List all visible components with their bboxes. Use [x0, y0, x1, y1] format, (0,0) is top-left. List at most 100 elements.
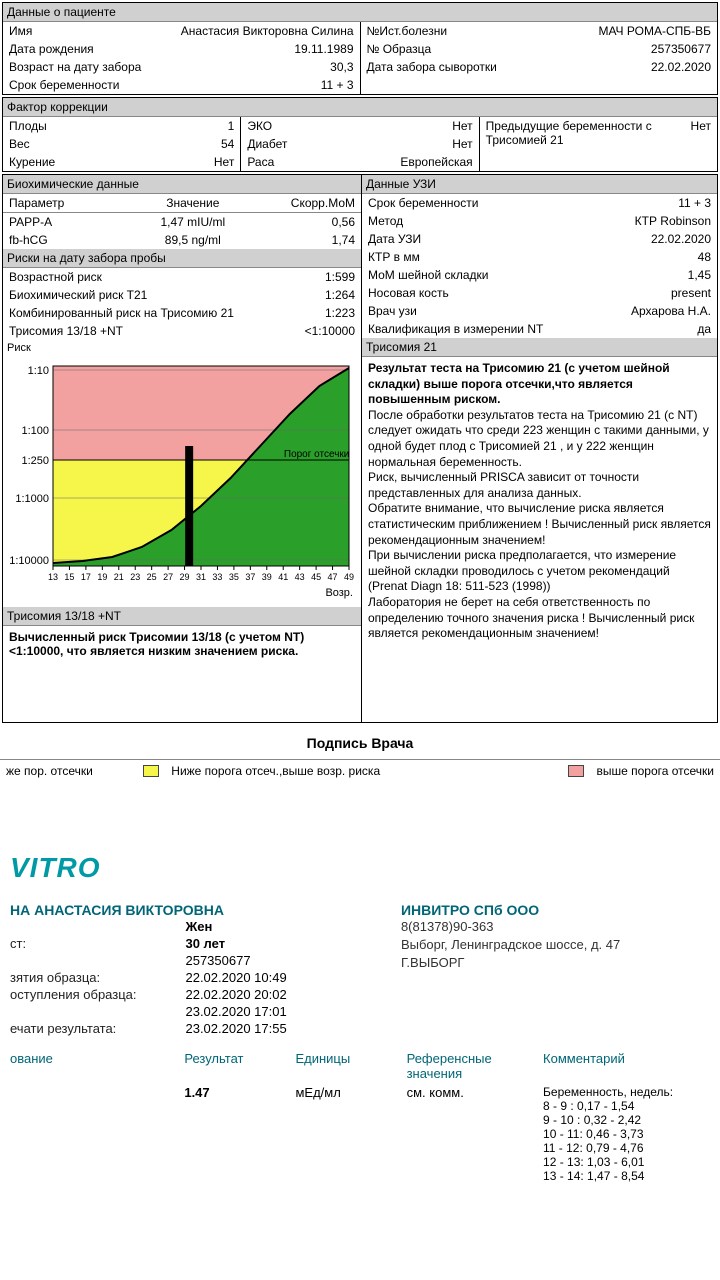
- svg-text:31: 31: [196, 572, 206, 582]
- svg-text:21: 21: [114, 572, 124, 582]
- weight-value: 54: [221, 137, 234, 151]
- biochem-row: PAPP-A1,47 mIU/ml0,56: [3, 213, 361, 231]
- k: Срок беременности: [368, 196, 678, 210]
- v: 1:264: [325, 288, 355, 302]
- svg-text:27: 27: [163, 572, 173, 582]
- v: 22.02.2020: [651, 232, 711, 246]
- risk-row: Комбинированный риск на Трисомию 211:223: [3, 304, 361, 322]
- tris21-p5: Лаборатория не берет на себя ответственн…: [368, 595, 711, 642]
- legend-mid: Ниже порога отсеч.,выше возр. риска: [171, 764, 380, 778]
- age-label: Возраст на дату забора: [9, 60, 330, 74]
- uzi-row: Врач узиАрхарова Н.А.: [362, 302, 717, 320]
- svg-text:1:100: 1:100: [21, 425, 49, 437]
- tris21-p2: Риск, вычисленный PRISCA зависит от точн…: [368, 470, 711, 501]
- v: <1:10000: [305, 324, 355, 338]
- tris21-p1: После обработки результатов теста на Три…: [368, 408, 711, 470]
- svg-text:1:250: 1:250: [21, 455, 49, 467]
- risk-row: Биохимический риск Т211:264: [3, 286, 361, 304]
- v: 1,47 mIU/ml: [139, 215, 247, 229]
- svg-text:17: 17: [81, 572, 91, 582]
- res-unit: мЕд/мл: [295, 1085, 396, 1100]
- fetus-value: 1: [228, 119, 235, 133]
- inv-table-head: ование Результат Единицы Референсные зна…: [10, 1051, 720, 1081]
- v: 89,5 ng/ml: [139, 233, 247, 247]
- left-col: Биохимические данные Параметр Значение С…: [3, 175, 362, 722]
- risk-row: Возрастной риск1:599: [3, 268, 361, 286]
- ik: [10, 953, 185, 968]
- mid-panel: Биохимические данные Параметр Значение С…: [2, 174, 718, 723]
- iv: 22.02.2020 10:49: [185, 970, 360, 985]
- uzi-header: Данные УЗИ: [362, 175, 717, 194]
- svg-text:1:1000: 1:1000: [15, 493, 49, 505]
- iv: 22.02.2020 20:02: [185, 987, 360, 1002]
- iv: 30 лет: [185, 936, 360, 951]
- prev-label: Предыдущие беременности с Трисомией 21: [486, 119, 691, 147]
- legend-above: выше порога отсечки: [596, 764, 714, 778]
- uzi-row: Дата УЗИ22.02.2020: [362, 230, 717, 248]
- th3: Референсные значения: [407, 1051, 533, 1081]
- svg-text:35: 35: [229, 572, 239, 582]
- k: Возрастной риск: [9, 270, 102, 284]
- ik: оступления образца:: [10, 987, 185, 1002]
- svg-text:41: 41: [278, 572, 288, 582]
- iv: 23.02.2020 17:55: [185, 1021, 360, 1036]
- sampleno-value: 257350677: [651, 42, 711, 56]
- k: МоМ шейной складки: [368, 268, 688, 282]
- hist-value: МАЧ РОМА-СПБ-ВБ: [598, 24, 711, 38]
- invitro-block: VITRO НА АНАСТАСИЯ ВИКТОРОВНА Женст:30 л…: [0, 842, 720, 1183]
- res-comment: Беременность, недель: 8 - 9 : 0,17 - 1,5…: [543, 1085, 720, 1183]
- k: Дата УЗИ: [368, 232, 651, 246]
- diabetes-label: Диабет: [247, 137, 452, 151]
- serum-label: Дата забора сыворотки: [367, 60, 651, 74]
- inv-row: 23.02.2020 17:01: [10, 1003, 361, 1020]
- inv-row: ст:30 лет: [10, 935, 361, 952]
- legend-red-swatch: [568, 765, 584, 777]
- k: Носовая кость: [368, 286, 671, 300]
- inv-patient-name: НА АНАСТАСИЯ ВИКТОРОВНА: [10, 902, 361, 918]
- tris21-p3: Обратите внимание, что вычисление риска …: [368, 501, 711, 548]
- diabetes-value: Нет: [452, 137, 472, 151]
- v: Архарова Н.А.: [631, 304, 711, 318]
- iv: Жен: [185, 919, 360, 934]
- svg-text:37: 37: [245, 572, 255, 582]
- name-value: Анастасия Викторовна Силина: [181, 24, 354, 38]
- ik: ст:: [10, 936, 185, 951]
- h-mom: Скорр.МоМ: [247, 196, 355, 210]
- k: Врач узи: [368, 304, 631, 318]
- race-value: Европейская: [400, 155, 472, 169]
- k: Комбинированный риск на Трисомию 21: [9, 306, 234, 320]
- right-col: Данные УЗИ Срок беременности11 + 3МетодК…: [362, 175, 717, 722]
- v: да: [697, 322, 711, 336]
- h-val: Значение: [139, 196, 247, 210]
- svg-text:25: 25: [147, 572, 157, 582]
- dob-label: Дата рождения: [9, 42, 294, 56]
- inv-row: зятия образца:22.02.2020 10:49: [10, 969, 361, 986]
- patient-panel: Данные о пациенте ИмяАнастасия Викторовн…: [2, 2, 718, 95]
- prev-value: Нет: [691, 119, 711, 147]
- legend-below: же пор. отсечки: [6, 764, 93, 778]
- svg-text:1:10: 1:10: [28, 365, 49, 377]
- inv-row: 257350677: [10, 952, 361, 969]
- weight-label: Вес: [9, 137, 221, 151]
- uzi-row: Квалификация в измерении NTда: [362, 320, 717, 338]
- svg-text:1:10000: 1:10000: [9, 555, 49, 567]
- tris1318-header: Трисомия 13/18 +NT: [3, 607, 361, 626]
- res-ref: см. комм.: [407, 1085, 533, 1100]
- uzi-row: МетодКТР Robinson: [362, 212, 717, 230]
- inv-row: Жен: [10, 918, 361, 935]
- risk-chart: 1:101:1001:2501:10001:10000Порог отсечки…: [3, 356, 361, 607]
- m: 1,74: [247, 233, 355, 247]
- svg-text:13: 13: [48, 572, 58, 582]
- svg-text:43: 43: [295, 572, 305, 582]
- res-val: 1.47: [184, 1085, 285, 1100]
- fetus-label: Плоды: [9, 119, 228, 133]
- inv-result-row: 1.47 мЕд/мл см. комм. Беременность, неде…: [10, 1085, 720, 1183]
- risk-row: Трисомия 13/18 +NT<1:10000: [3, 322, 361, 340]
- inv-row: ечати результата:23.02.2020 17:55: [10, 1020, 361, 1037]
- inv-company: ИНВИТРО СПб ООО: [401, 902, 720, 918]
- hist-label: №Ист.болезни: [367, 24, 599, 38]
- h-param: Параметр: [9, 196, 139, 210]
- k: КТР в мм: [368, 250, 698, 264]
- race-label: Раса: [247, 155, 400, 169]
- uzi-row: Срок беременности11 + 3: [362, 194, 717, 212]
